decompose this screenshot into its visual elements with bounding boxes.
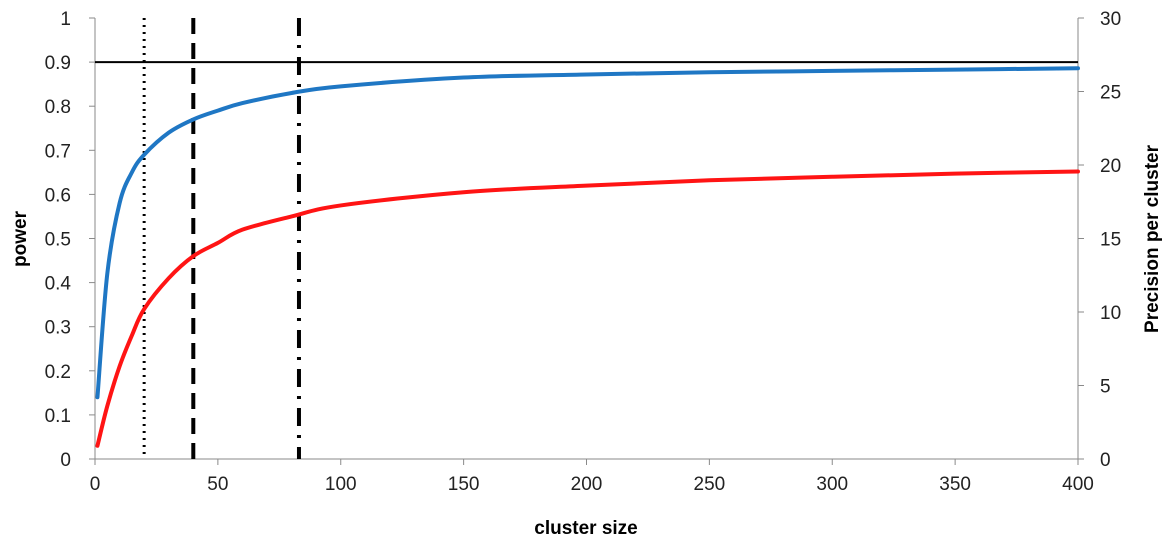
y-axis-title: power <box>10 210 31 267</box>
x-tick-label: 50 <box>207 474 228 495</box>
tick-labels: 00.10.20.30.40.50.60.70.80.9105101520253… <box>45 9 1122 495</box>
y-tick-label: 0.1 <box>45 406 71 427</box>
x-tick-label: 350 <box>939 474 971 495</box>
y2-axis-title: Precision per cluster <box>1142 144 1163 333</box>
y2-tick-label: 20 <box>1100 156 1121 177</box>
x-tick-label: 300 <box>816 474 848 495</box>
y-tick-label: 0.4 <box>45 274 72 295</box>
x-tick-label: 0 <box>90 474 101 495</box>
y2-tick-label: 15 <box>1100 230 1121 251</box>
y-tick-label: 0.8 <box>45 97 71 118</box>
x-tick-label: 100 <box>325 474 357 495</box>
y2-tick-label: 10 <box>1100 303 1121 324</box>
y-tick-label: 0.5 <box>45 230 71 251</box>
y-tick-label: 0.3 <box>45 318 71 339</box>
y2-tick-label: 30 <box>1100 9 1121 30</box>
x-axis-title: cluster size <box>534 518 638 539</box>
y-tick-label: 0.6 <box>45 185 71 206</box>
y-tick-label: 0.9 <box>45 53 71 74</box>
x-tick-label: 250 <box>694 474 726 495</box>
y2-tick-label: 5 <box>1100 377 1111 398</box>
y-tick-label: 0.7 <box>45 141 71 162</box>
y-tick-label: 0.2 <box>45 362 71 383</box>
x-tick-label: 400 <box>1062 474 1094 495</box>
y2-tick-label: 0 <box>1100 450 1111 471</box>
reference-lines <box>95 18 1078 459</box>
x-tick-label: 150 <box>448 474 480 495</box>
series-line-1 <box>95 66 1080 400</box>
x-tick-label: 200 <box>571 474 603 495</box>
y-tick-label: 0 <box>60 450 71 471</box>
axes <box>89 17 1084 465</box>
y2-tick-label: 25 <box>1100 83 1121 104</box>
series-line-2 <box>95 169 1080 448</box>
y-tick-label: 1 <box>60 9 71 30</box>
series-group <box>95 66 1080 448</box>
